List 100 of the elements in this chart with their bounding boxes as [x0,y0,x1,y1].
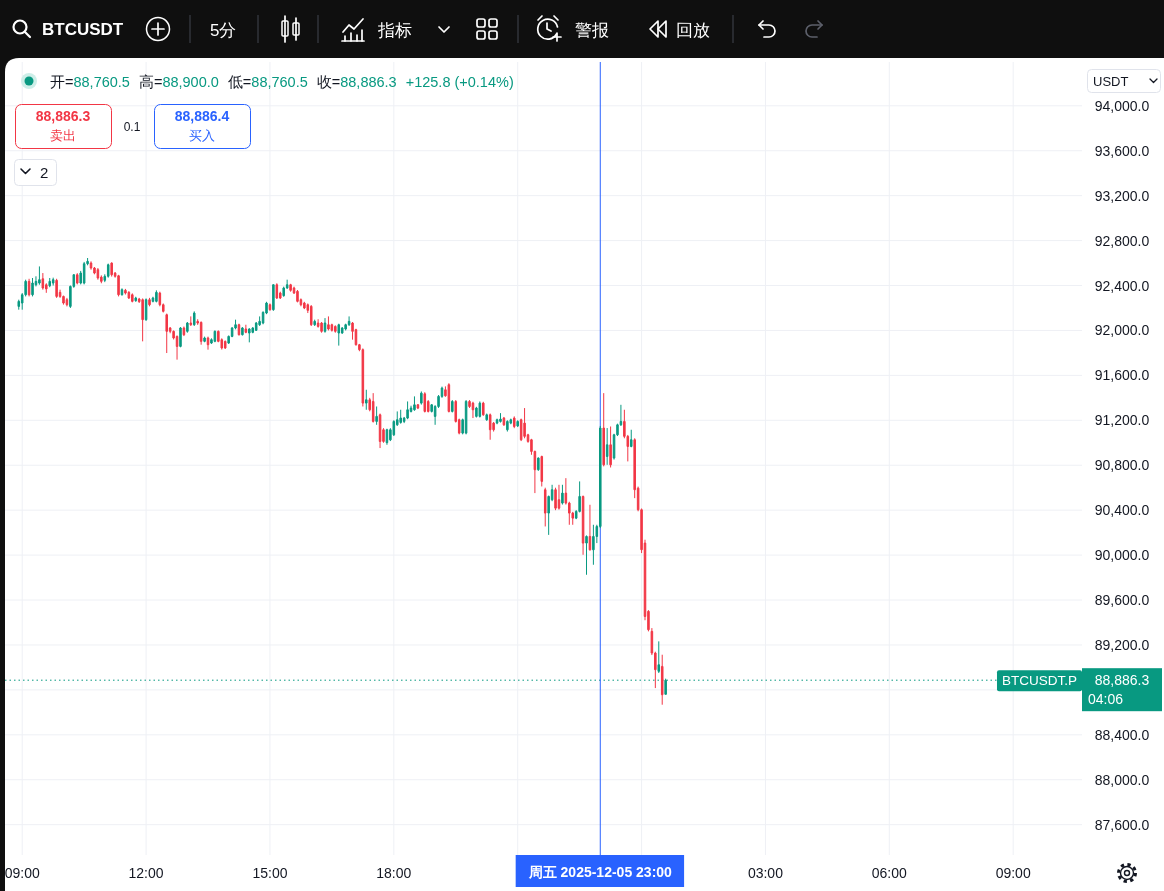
candlestick [365,389,368,411]
candlestick [337,323,341,347]
candlestick [117,274,120,297]
candlestick [581,495,585,556]
candlestick [31,277,34,297]
candlestick [371,392,375,424]
candlestick [82,261,86,285]
candlestick [320,321,323,334]
annotation: 高=88,900.0 [138,74,219,90]
candlestick [127,290,131,300]
y-tick-label: 93,600.0 [1094,142,1150,159]
candlestick [110,261,113,278]
y-tick-label: 91,200.0 [1094,412,1150,429]
candlestick [660,654,664,706]
candlestick [334,324,337,334]
candlestick [585,534,588,576]
x-tick-label: 12:00 [128,865,164,881]
candlestick [605,427,609,466]
candlestick [523,407,526,439]
candlestick [482,401,485,417]
candlestick [258,315,261,327]
candlestick [543,487,547,527]
y-tick-label: 88,400.0 [1094,726,1150,743]
candlestick [413,395,416,412]
y-tick-label: 89,200.0 [1094,636,1150,653]
y-tick-label: 90,800.0 [1094,457,1150,474]
candlestick [89,260,93,271]
candlestick [213,329,217,343]
y-tick-label: 89,600.0 [1094,592,1150,609]
annotation: 买入 [189,128,215,143]
candlestick [416,403,420,410]
y-tick-label: 94,000.0 [1094,97,1150,114]
candlestick [241,326,244,337]
candlestick [502,416,506,427]
x-tick-label: 09:00 [4,865,40,881]
candlestick [148,297,151,307]
candlestick [155,289,158,303]
y-tick-label: 91,600.0 [1094,367,1150,384]
y-tick-label: 90,400.0 [1094,502,1150,519]
candlestick [316,318,320,329]
text: 回放 [676,21,710,40]
candlestick [361,347,365,407]
candlestick [554,487,557,511]
candlestick [182,326,186,337]
candlestick [602,392,605,467]
candlestick [313,319,316,327]
candlestick [192,310,196,327]
candlestick [309,304,313,327]
candlestick [557,484,561,511]
candlestick [65,297,69,307]
candlestick [27,278,31,297]
y-tick-label: 93,200.0 [1094,187,1150,204]
candlestick [375,405,378,426]
candlestick [189,315,193,327]
text: USDT [1093,74,1129,89]
y-tick-label: 90,000.0 [1094,547,1150,564]
candlestick [131,292,134,303]
candlestick [516,419,519,428]
annotation: BTCUSDT.P [1001,673,1077,689]
x-tick-label: 09:00 [995,865,1031,881]
x-tick-label: 06:00 [871,865,908,881]
candlestick [420,390,423,406]
candlestick [289,283,292,293]
y-tick-label: 88,000.0 [1094,771,1150,788]
candlestick [478,400,482,418]
ref-line-label: 88,886.3 [1094,672,1150,689]
y-tick-label: 92,800.0 [1094,232,1150,249]
candlestick [124,288,127,296]
candlestick [657,640,661,674]
candlestick [244,324,248,334]
candlestick [303,301,306,310]
annotation: +125.8 (+0.14%) [405,74,514,90]
candlestick [248,327,251,343]
annotation: 卖出 [50,128,76,143]
candlestick [406,400,409,420]
text: 04:06 [1088,691,1124,708]
candlestick [423,391,427,413]
candlestick [609,425,612,468]
candlestick [499,412,502,424]
candlestick [488,413,492,441]
candlestick [451,399,454,413]
candlestick [141,297,144,342]
text: 指标 [377,21,412,40]
candlestick [179,326,182,348]
candlestick [48,277,52,288]
candlestick [629,429,633,448]
candlestick [134,296,138,303]
candlestick [75,272,79,285]
y-tick-label: 92,400.0 [1094,277,1150,294]
chart-title: BTCUSDT [42,20,124,39]
annotation: 88,886.4 [174,108,230,124]
candlestick [51,277,55,287]
candlestick [165,313,168,354]
candlestick [323,317,327,334]
candlestick [96,267,100,281]
x-tick-label: 03:00 [747,865,784,881]
candlestick [268,302,272,312]
candlestick [38,265,41,286]
candlestick [106,263,110,279]
candlestick [485,413,488,422]
